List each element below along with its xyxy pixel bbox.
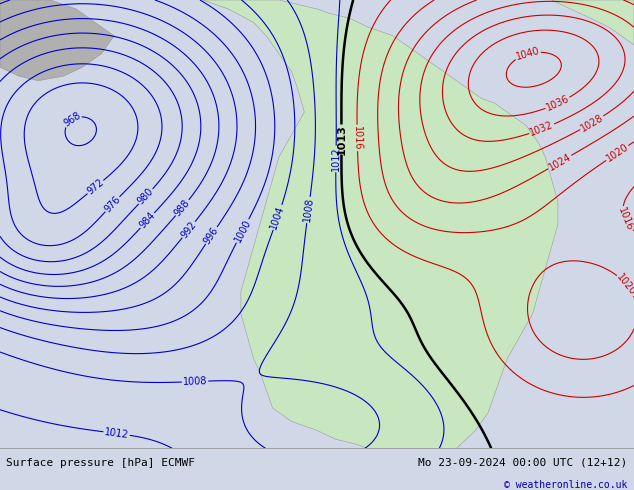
- Text: 984: 984: [138, 210, 157, 231]
- Text: 972: 972: [85, 177, 106, 197]
- Text: 1020: 1020: [604, 142, 630, 164]
- Polygon shape: [552, 0, 634, 45]
- Text: 1020: 1020: [615, 272, 634, 297]
- Text: 1004: 1004: [269, 204, 287, 231]
- Text: 1012: 1012: [331, 147, 341, 172]
- Text: 1012: 1012: [104, 427, 129, 440]
- Text: 996: 996: [202, 225, 221, 246]
- Text: 1032: 1032: [529, 120, 555, 138]
- Text: 1036: 1036: [545, 94, 571, 113]
- Text: 980: 980: [136, 186, 155, 207]
- Text: 1008: 1008: [302, 197, 315, 223]
- Text: 992: 992: [179, 220, 198, 240]
- Text: 1016: 1016: [352, 125, 363, 150]
- Text: Surface pressure [hPa] ECMWF: Surface pressure [hPa] ECMWF: [6, 458, 195, 468]
- Text: © weatheronline.co.uk: © weatheronline.co.uk: [504, 480, 628, 490]
- Polygon shape: [203, 0, 558, 448]
- Text: 1013: 1013: [337, 124, 346, 155]
- Text: 988: 988: [172, 197, 192, 218]
- Text: 1000: 1000: [233, 218, 253, 244]
- Text: 1024: 1024: [547, 151, 573, 172]
- Text: 1008: 1008: [183, 376, 207, 387]
- Text: 976: 976: [102, 194, 122, 214]
- Text: 1028: 1028: [579, 112, 605, 133]
- Text: 1040: 1040: [515, 46, 541, 62]
- Text: 1016: 1016: [616, 206, 634, 232]
- Text: Mo 23-09-2024 00:00 UTC (12+12): Mo 23-09-2024 00:00 UTC (12+12): [418, 458, 628, 468]
- Polygon shape: [0, 0, 114, 81]
- Text: 968: 968: [61, 110, 82, 129]
